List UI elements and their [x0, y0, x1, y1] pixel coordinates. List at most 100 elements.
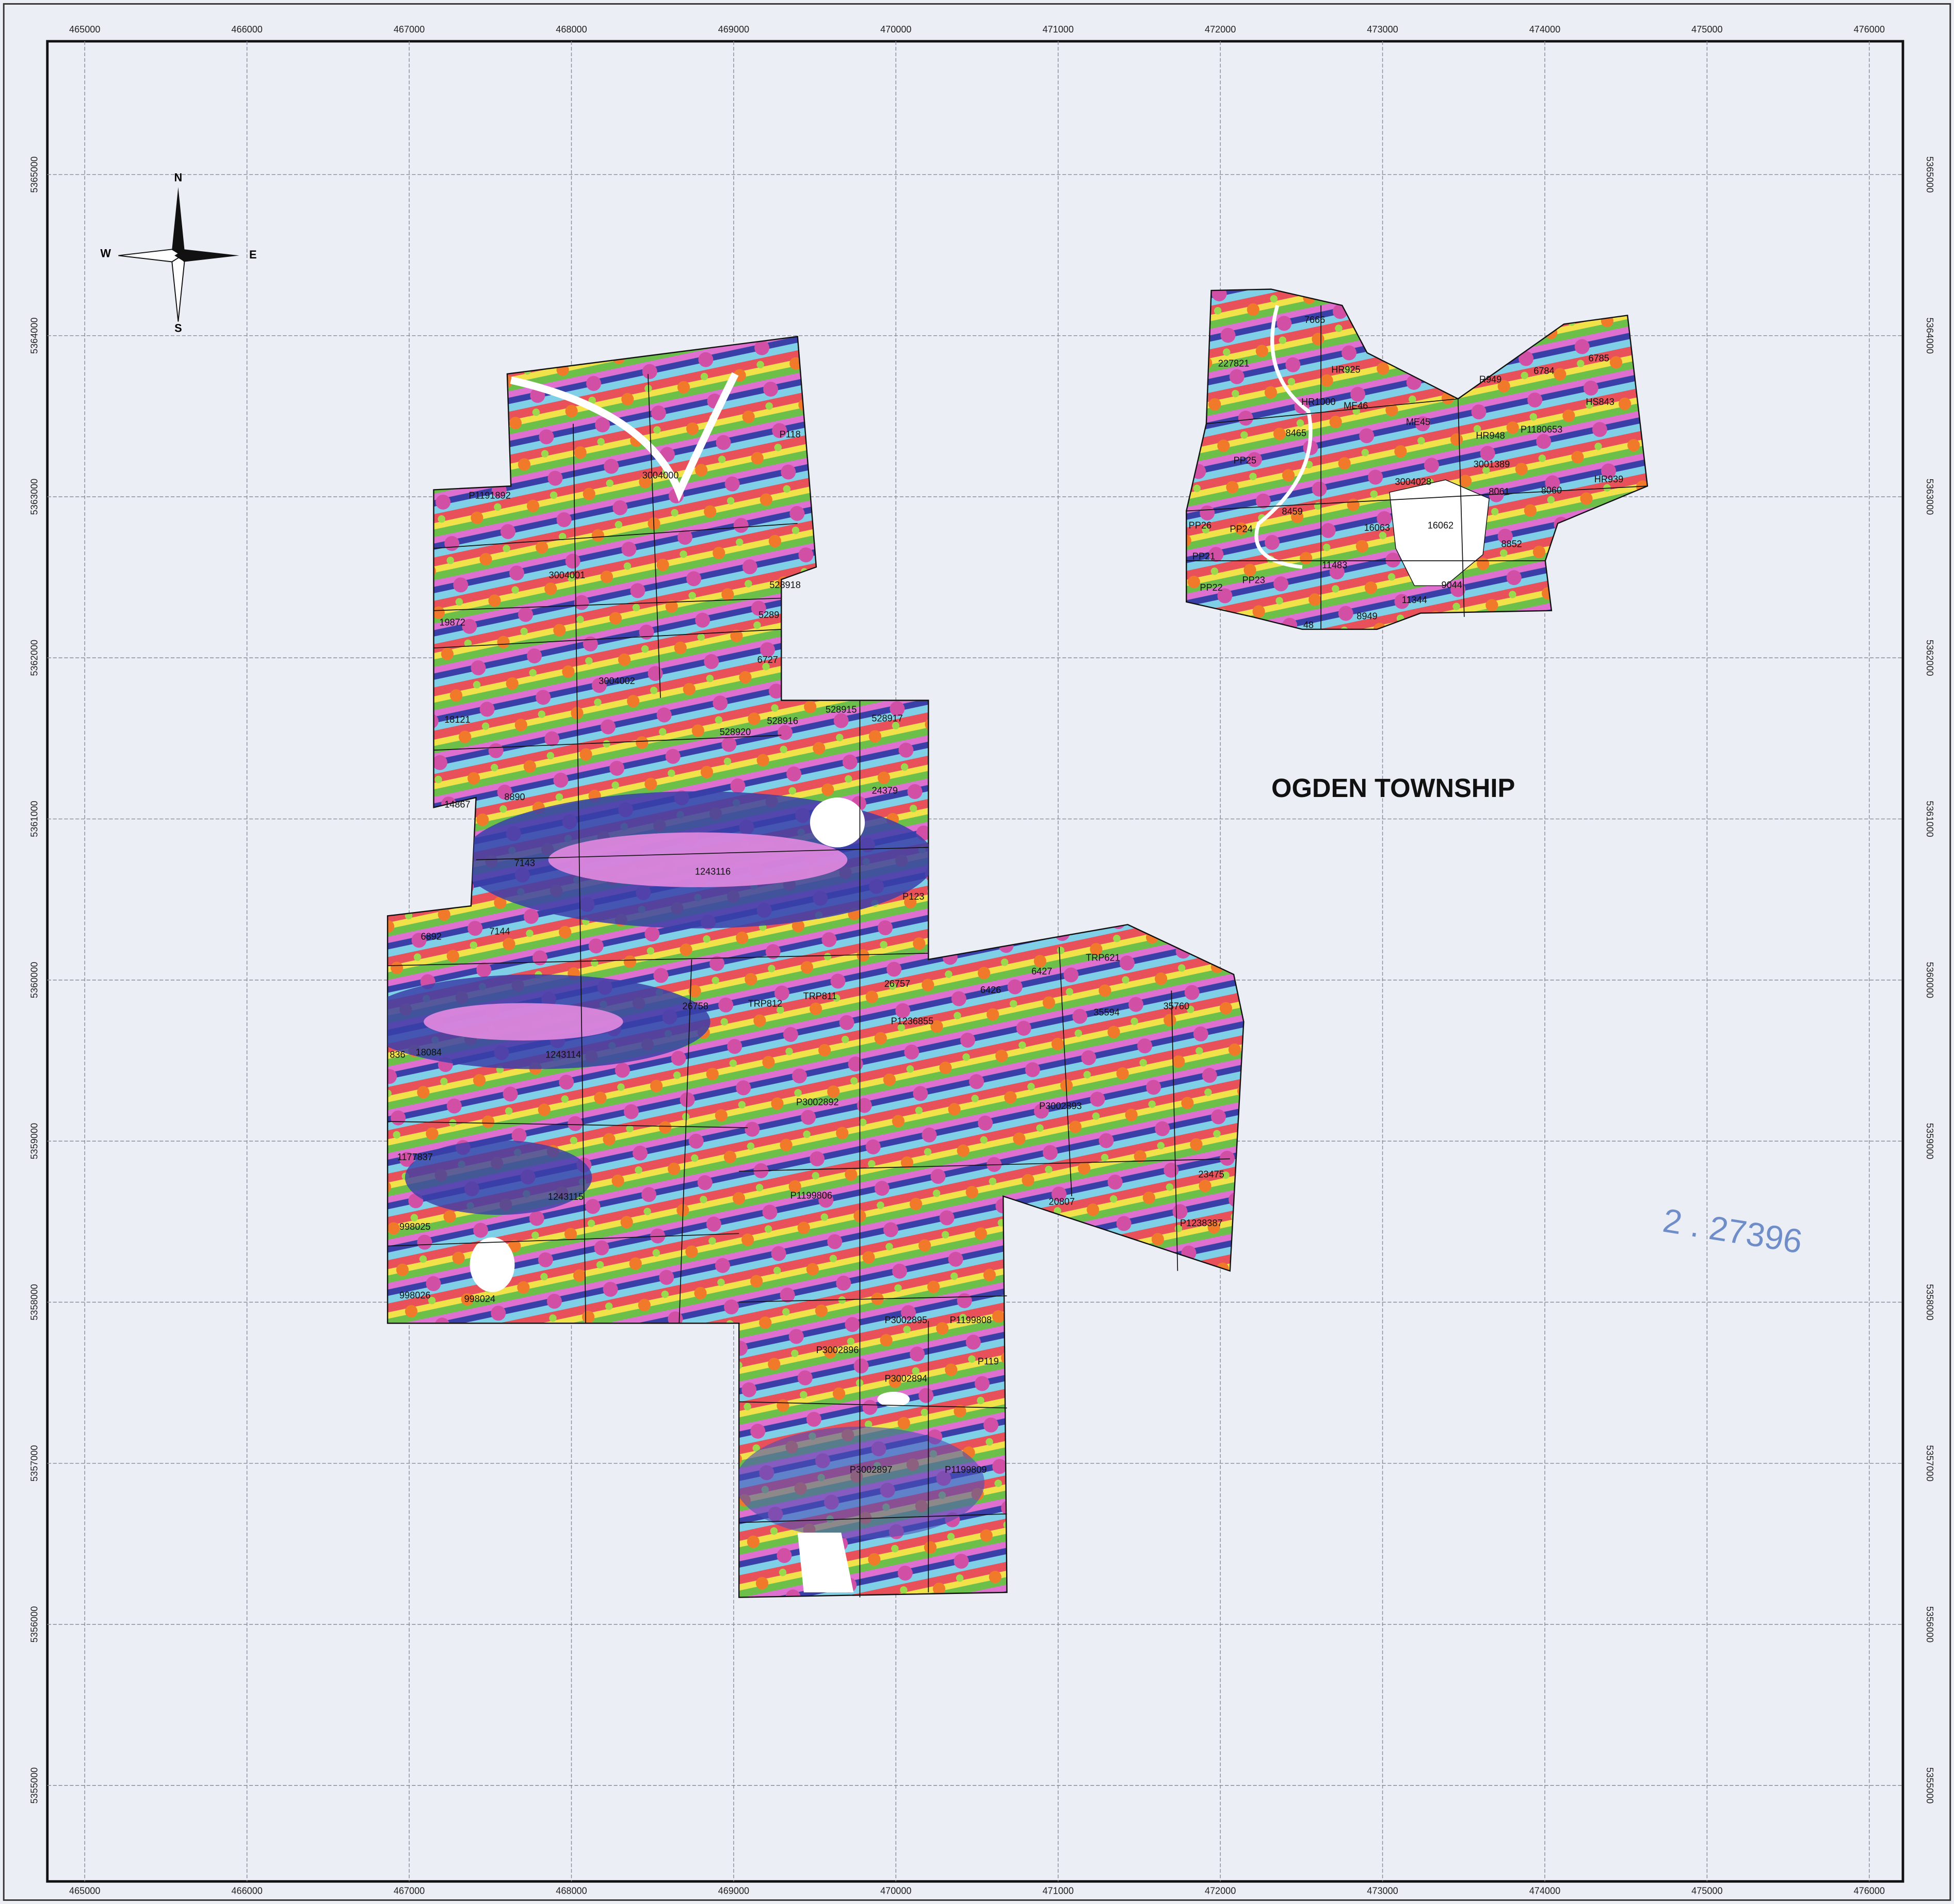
compass-label: N — [174, 171, 183, 184]
y-tick-label: 5355000 — [29, 1767, 39, 1804]
claim-label: 3004001 — [549, 570, 586, 580]
claim-label: 9044 — [1442, 580, 1462, 590]
claim-label: 3004028 — [1395, 477, 1432, 487]
y-tick-label: 5364000 — [1925, 317, 1935, 354]
claim-label: 5289 — [758, 610, 779, 620]
claim-label: 8061 — [1489, 486, 1509, 497]
north-arrow: N E S W — [100, 171, 256, 334]
stamp: 2 . 27396 — [1660, 1201, 1805, 1261]
claim-label: 528920 — [720, 727, 751, 737]
high-zone — [548, 832, 848, 887]
claim-label: 19872 — [440, 617, 465, 628]
claim-label: 998024 — [464, 1294, 495, 1304]
y-tick-label: 5356000 — [1925, 1606, 1935, 1643]
x-tick-label: 476000 — [1854, 24, 1885, 35]
claim-label: 23475 — [1198, 1169, 1224, 1180]
y-tick-label: 5359000 — [29, 1123, 39, 1160]
x-tick-label: 467000 — [394, 24, 425, 35]
claim-label: 1243116 — [695, 867, 731, 877]
y-tick-label: 5359000 — [1925, 1123, 1935, 1160]
y-tick-label: 5361000 — [1925, 801, 1935, 837]
x-tick-label: 471000 — [1042, 1885, 1073, 1896]
claim-label: HS843 — [1586, 397, 1614, 407]
claim-label: 836 — [390, 1050, 405, 1060]
y-tick-label: 5362000 — [1925, 640, 1935, 676]
claim-label: PP24 — [1230, 524, 1252, 534]
claim-label: 1243115 — [548, 1192, 584, 1202]
claim-label: 26758 — [682, 1001, 708, 1012]
claim-label: 16062 — [1428, 520, 1454, 530]
y-tick-label: 5355000 — [1925, 1767, 1935, 1804]
y-tick-label: 5360000 — [1925, 962, 1935, 999]
claim-label: PP25 — [1234, 455, 1256, 466]
y-tick-label: 5357000 — [1925, 1445, 1935, 1482]
claim-label: P3002892 — [796, 1097, 839, 1108]
claim-boundaries — [387, 373, 1230, 1598]
claim-block-main — [386, 336, 1245, 1598]
claim-label: HR939 — [1594, 474, 1623, 484]
claim-boundaries — [1186, 305, 1648, 629]
y-tick-label: 5361000 — [29, 801, 39, 837]
claim-label: HR948 — [1476, 430, 1505, 441]
y-tick-label: 5360000 — [29, 962, 39, 999]
y-tick-label: 5356000 — [29, 1606, 39, 1643]
claim-label: P118 — [780, 429, 801, 440]
claim-label: 8949 — [1357, 611, 1377, 622]
outer-border — [3, 3, 1951, 1901]
claim-label: TRP621 — [1086, 952, 1120, 963]
lake — [1389, 479, 1490, 587]
claim-label: 3004002 — [599, 676, 635, 686]
y-tick-label: 5364000 — [29, 317, 39, 354]
claim-label: PP21 — [1192, 551, 1215, 562]
claim-label: 35760 — [1164, 1001, 1189, 1012]
x-tick-label: 472000 — [1205, 1885, 1236, 1896]
claim-label: 14867 — [444, 799, 470, 809]
compass-point — [171, 253, 185, 322]
y-tick-label: 5363000 — [29, 479, 39, 515]
lake — [470, 1237, 515, 1292]
compass-point — [118, 249, 183, 263]
claim-label: 227821 — [1218, 358, 1249, 368]
y-tick-label: 5358000 — [29, 1284, 39, 1321]
claim-label: ME46 — [1344, 400, 1368, 411]
x-tick-label: 470000 — [880, 24, 911, 35]
x-tick-label: 476000 — [1854, 1885, 1885, 1896]
claim-label: 8852 — [1501, 539, 1522, 549]
claim-label: 6785 — [1589, 353, 1609, 364]
township-title: OGDEN TOWNSHIP — [1271, 773, 1515, 803]
x-tick-label: 472000 — [1205, 24, 1236, 35]
claim-label: 998025 — [399, 1222, 430, 1232]
claim-label: P3002893 — [1039, 1101, 1082, 1111]
map-frame — [46, 40, 1904, 1883]
x-tick-label: 474000 — [1529, 24, 1560, 35]
claim-label: P3002894 — [885, 1374, 928, 1384]
claim-label: P3002896 — [816, 1345, 859, 1355]
claim-lines — [1186, 305, 1648, 629]
x-tick-label: 473000 — [1367, 1885, 1398, 1896]
claim-label: 528917 — [871, 713, 902, 724]
claim-label: 6427 — [1031, 966, 1052, 977]
x-tick-label: 465000 — [69, 24, 100, 35]
y-tick-label: 5358000 — [1925, 1284, 1935, 1321]
x-tick-label: 466000 — [231, 24, 262, 35]
y-tick-label: 5365000 — [1925, 156, 1935, 193]
claim-label: 8060 — [1541, 485, 1562, 496]
x-tick-label: 469000 — [718, 1885, 749, 1896]
claim-label: P123 — [902, 891, 924, 902]
claim-label: 24379 — [872, 786, 898, 796]
claim-label: 7666 — [1304, 315, 1325, 325]
claim-label: 998026 — [399, 1290, 430, 1300]
claim-label: 6727 — [757, 655, 778, 665]
claim-label: 528916 — [767, 715, 798, 726]
claim-label: 16063 — [1364, 523, 1390, 533]
claim-label: 3001389 — [1474, 459, 1510, 469]
x-tick-label: 474000 — [1529, 1885, 1560, 1896]
claim-label: 26757 — [884, 979, 910, 989]
y-tick-label: 5357000 — [29, 1445, 39, 1482]
claim-lines — [387, 373, 1230, 1598]
claim-label: TRP811 — [803, 991, 837, 1001]
y-tick-label: 5365000 — [29, 156, 39, 193]
y-tick-label: 5362000 — [29, 640, 39, 676]
claim-label: R949 — [1479, 375, 1501, 385]
